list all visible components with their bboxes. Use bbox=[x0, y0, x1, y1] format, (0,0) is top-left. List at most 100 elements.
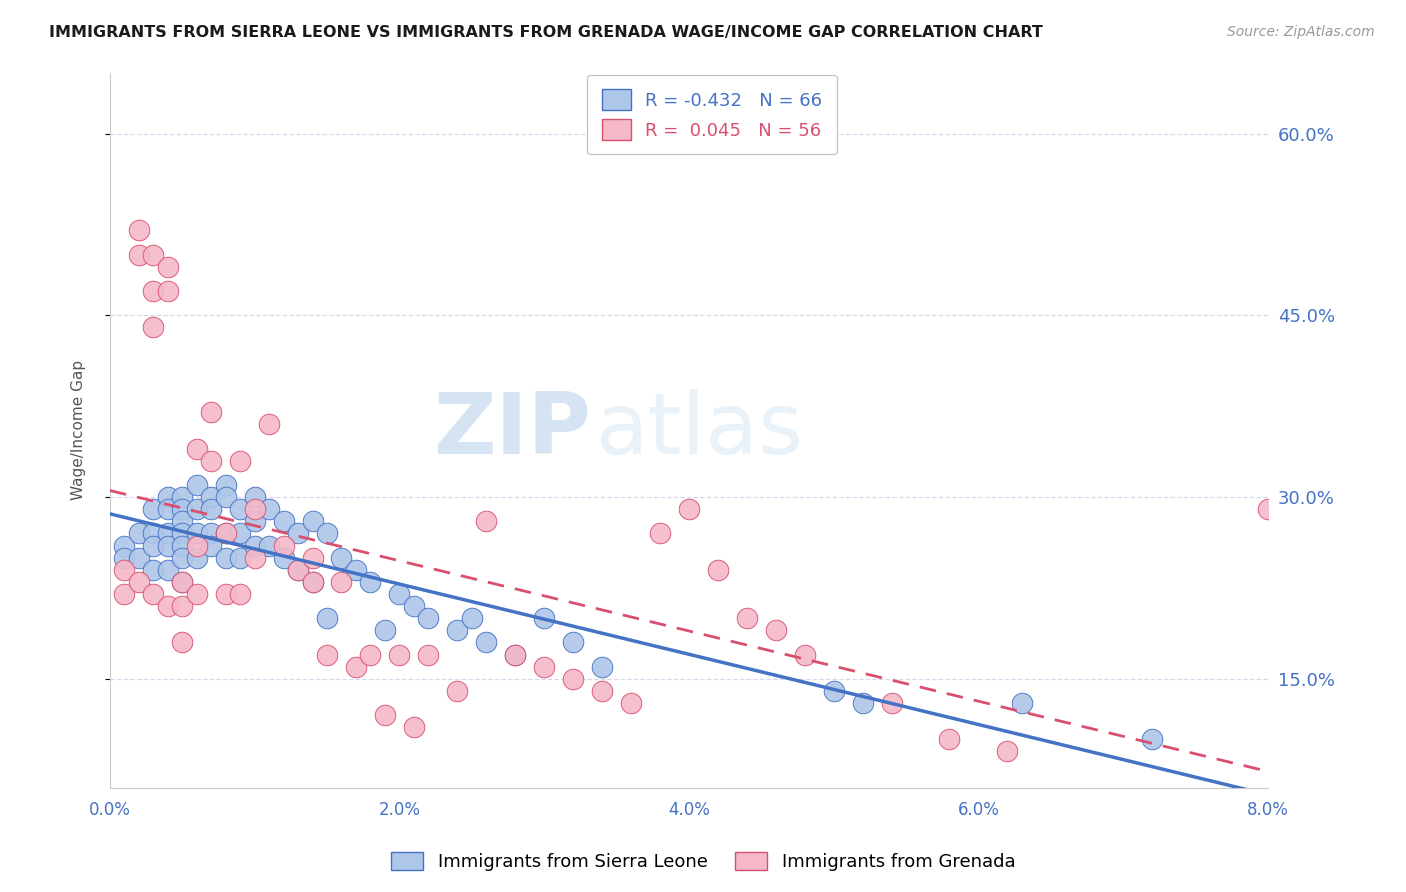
Point bbox=[214, 587, 236, 601]
Point bbox=[142, 248, 165, 262]
Point bbox=[301, 550, 323, 565]
Point bbox=[765, 624, 787, 638]
Point bbox=[475, 635, 498, 649]
Point bbox=[388, 587, 411, 601]
Point bbox=[880, 696, 903, 710]
Point bbox=[402, 599, 425, 613]
Point bbox=[172, 574, 194, 589]
Legend: Immigrants from Sierra Leone, Immigrants from Grenada: Immigrants from Sierra Leone, Immigrants… bbox=[384, 845, 1022, 879]
Point bbox=[200, 539, 222, 553]
Point bbox=[287, 563, 309, 577]
Point bbox=[214, 478, 236, 492]
Point bbox=[172, 599, 194, 613]
Point bbox=[648, 526, 671, 541]
Point bbox=[823, 684, 845, 698]
Point bbox=[301, 574, 323, 589]
Point bbox=[128, 526, 150, 541]
Point bbox=[172, 635, 194, 649]
Point bbox=[229, 453, 252, 467]
Point bbox=[112, 550, 135, 565]
Text: ZIP: ZIP bbox=[433, 389, 591, 472]
Point bbox=[142, 502, 165, 516]
Point bbox=[186, 550, 208, 565]
Text: Source: ZipAtlas.com: Source: ZipAtlas.com bbox=[1227, 25, 1375, 39]
Point bbox=[243, 514, 266, 528]
Point bbox=[200, 490, 222, 504]
Point bbox=[142, 320, 165, 334]
Point bbox=[388, 648, 411, 662]
Point bbox=[172, 502, 194, 516]
Point bbox=[186, 442, 208, 456]
Point bbox=[273, 514, 295, 528]
Point bbox=[172, 490, 194, 504]
Point bbox=[257, 539, 280, 553]
Point bbox=[186, 526, 208, 541]
Point bbox=[316, 648, 339, 662]
Point bbox=[1140, 732, 1163, 747]
Point bbox=[156, 563, 179, 577]
Point bbox=[938, 732, 960, 747]
Point bbox=[156, 284, 179, 298]
Point bbox=[229, 502, 252, 516]
Point bbox=[156, 502, 179, 516]
Point bbox=[1257, 502, 1279, 516]
Point bbox=[735, 611, 758, 625]
Point bbox=[330, 574, 353, 589]
Point bbox=[200, 405, 222, 419]
Point bbox=[142, 563, 165, 577]
Point bbox=[128, 223, 150, 237]
Point bbox=[620, 696, 643, 710]
Point bbox=[229, 587, 252, 601]
Point bbox=[678, 502, 700, 516]
Point bbox=[374, 708, 396, 723]
Point bbox=[707, 563, 730, 577]
Point bbox=[591, 659, 613, 673]
Point bbox=[503, 648, 526, 662]
Point bbox=[402, 720, 425, 734]
Point bbox=[257, 417, 280, 432]
Point bbox=[533, 659, 555, 673]
Legend: R = -0.432   N = 66, R =  0.045   N = 56: R = -0.432 N = 66, R = 0.045 N = 56 bbox=[588, 75, 837, 154]
Point bbox=[172, 514, 194, 528]
Point bbox=[172, 526, 194, 541]
Point bbox=[243, 502, 266, 516]
Point bbox=[200, 502, 222, 516]
Point bbox=[359, 648, 381, 662]
Point bbox=[359, 574, 381, 589]
Point bbox=[562, 635, 585, 649]
Point bbox=[156, 599, 179, 613]
Point bbox=[156, 490, 179, 504]
Point bbox=[273, 550, 295, 565]
Point bbox=[374, 624, 396, 638]
Point bbox=[156, 526, 179, 541]
Point bbox=[214, 550, 236, 565]
Point bbox=[200, 453, 222, 467]
Point bbox=[112, 539, 135, 553]
Point bbox=[112, 563, 135, 577]
Point bbox=[273, 539, 295, 553]
Point bbox=[287, 526, 309, 541]
Point bbox=[214, 490, 236, 504]
Point bbox=[128, 248, 150, 262]
Point bbox=[186, 587, 208, 601]
Point bbox=[172, 539, 194, 553]
Point bbox=[330, 550, 353, 565]
Point bbox=[243, 550, 266, 565]
Point bbox=[112, 587, 135, 601]
Point bbox=[446, 684, 468, 698]
Point bbox=[344, 563, 367, 577]
Point bbox=[418, 648, 440, 662]
Text: IMMIGRANTS FROM SIERRA LEONE VS IMMIGRANTS FROM GRENADA WAGE/INCOME GAP CORRELAT: IMMIGRANTS FROM SIERRA LEONE VS IMMIGRAN… bbox=[49, 25, 1043, 40]
Point bbox=[316, 526, 339, 541]
Point bbox=[172, 574, 194, 589]
Point bbox=[156, 539, 179, 553]
Point bbox=[243, 539, 266, 553]
Point bbox=[301, 514, 323, 528]
Point bbox=[186, 502, 208, 516]
Y-axis label: Wage/Income Gap: Wage/Income Gap bbox=[72, 360, 86, 500]
Point bbox=[214, 526, 236, 541]
Point bbox=[344, 659, 367, 673]
Point bbox=[172, 550, 194, 565]
Point bbox=[229, 526, 252, 541]
Point bbox=[186, 478, 208, 492]
